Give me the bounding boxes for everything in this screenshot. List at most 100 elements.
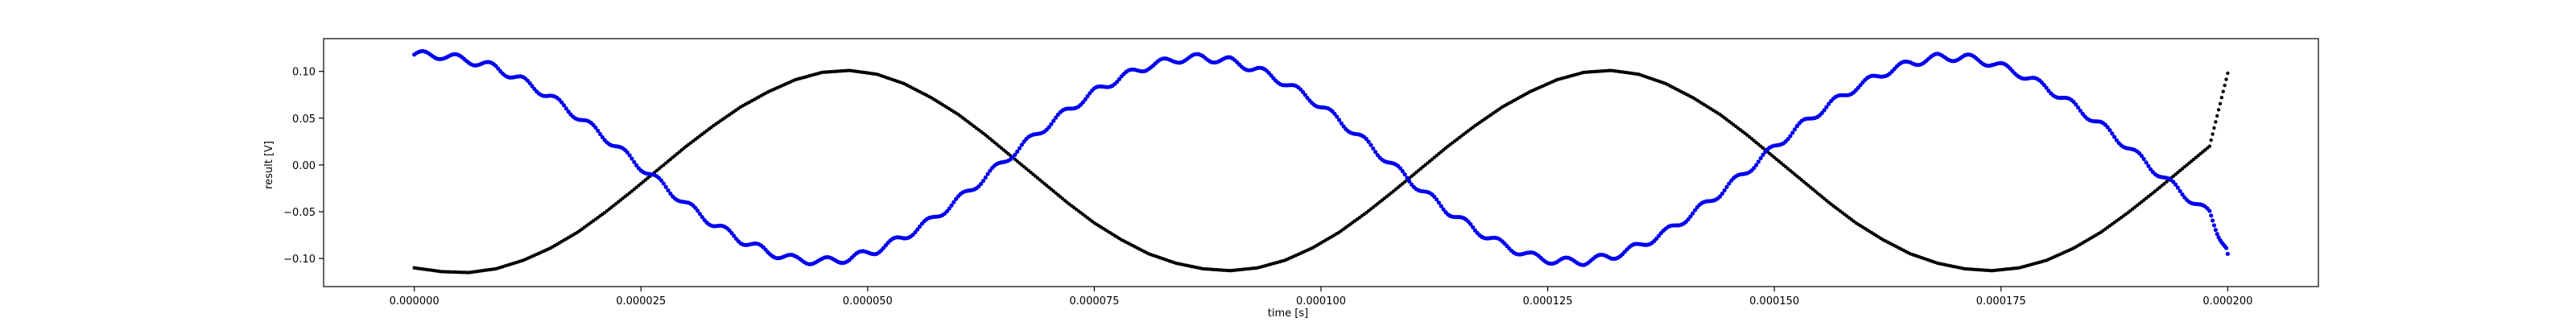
data-point <box>2215 232 2219 237</box>
x-axis: 0.000000 0.000025 0.000050 0.000075 0.000100… <box>390 287 2252 308</box>
data-point <box>1373 150 1378 155</box>
data-point <box>1046 125 1051 130</box>
data-point <box>632 159 637 164</box>
data-point <box>634 163 639 168</box>
data-point <box>596 128 601 134</box>
data-point <box>2218 101 2223 105</box>
data-point <box>1788 134 1793 138</box>
x-tick-label: 0.000150 <box>1749 295 1799 308</box>
data-point <box>527 80 532 86</box>
data-point <box>2207 208 2212 213</box>
data-point <box>2212 126 2216 130</box>
data-point <box>2213 228 2218 233</box>
data-point <box>1080 100 1085 105</box>
data-point <box>1085 94 1090 99</box>
data-point <box>630 156 634 161</box>
data-point <box>566 109 571 114</box>
data-point <box>1405 175 1410 180</box>
data-point <box>627 153 632 158</box>
data-point <box>1785 137 1790 142</box>
data-point <box>1371 146 1376 151</box>
x-axis-label: time [s] <box>1268 308 1308 320</box>
data-point <box>2180 192 2185 197</box>
data-point <box>2146 163 2151 168</box>
data-point <box>1722 188 1727 193</box>
data-point <box>2224 77 2228 81</box>
data-point <box>2219 96 2224 100</box>
data-point <box>2216 108 2221 112</box>
data-point <box>1724 184 1729 189</box>
data-point <box>2178 188 2182 193</box>
data-point <box>1053 115 1059 120</box>
data-point <box>1435 197 1439 202</box>
data-point <box>668 191 673 196</box>
data-point <box>2078 108 2083 114</box>
data-point <box>1019 142 1024 147</box>
data-point <box>2112 134 2117 139</box>
data-point <box>1686 217 1690 222</box>
data-point <box>1471 225 1476 229</box>
series-1 <box>412 48 2230 267</box>
data-point <box>2209 138 2213 142</box>
data-point <box>1339 121 1344 126</box>
data-point <box>663 184 668 189</box>
data-point <box>1790 130 1795 135</box>
data-point <box>1335 114 1340 119</box>
data-point <box>600 134 605 140</box>
data-point <box>597 131 603 137</box>
data-point <box>1015 149 1020 154</box>
data-point <box>666 188 671 193</box>
data-point <box>2207 144 2212 148</box>
data-point <box>2144 160 2149 165</box>
data-point <box>985 171 990 176</box>
data-point <box>561 103 567 108</box>
data-point <box>2107 128 2112 133</box>
data-point <box>2105 125 2110 130</box>
data-point <box>2214 120 2218 124</box>
data-point <box>1083 97 1088 102</box>
x-tick-label: 0.000025 <box>616 295 666 308</box>
data-point <box>593 125 598 130</box>
data-point <box>1400 169 1405 174</box>
data-point <box>1756 159 1761 164</box>
data-point <box>729 230 734 236</box>
data-point <box>913 229 918 235</box>
data-point <box>1336 118 1342 122</box>
data-point <box>1752 166 1757 171</box>
x-tick-label: 0.000125 <box>1523 295 1573 308</box>
x-tick-label: 0.000200 <box>2202 295 2252 308</box>
data-point <box>559 100 564 105</box>
data-point <box>1754 163 1759 167</box>
data-point <box>1368 142 1373 147</box>
y-tick-label: −0.05 <box>283 207 316 219</box>
data-point <box>988 168 993 173</box>
data-point <box>2110 131 2115 136</box>
data-point <box>1302 93 1307 97</box>
data-point <box>980 179 986 184</box>
data-point <box>983 175 988 180</box>
data-point <box>2210 218 2215 223</box>
data-point <box>1366 139 1371 144</box>
data-point <box>661 181 666 186</box>
data-point <box>1758 155 1763 161</box>
data-point <box>693 205 698 210</box>
y-tick-label: −0.10 <box>283 254 316 266</box>
data-point <box>1794 124 1799 129</box>
data-point <box>1049 122 1054 126</box>
data-point <box>2149 167 2153 171</box>
data-point <box>1017 146 1022 151</box>
data-point <box>658 178 664 183</box>
data-point <box>2139 154 2144 159</box>
data-point <box>1364 137 1368 142</box>
data-point <box>2221 89 2225 93</box>
y-tick-label: 0.05 <box>292 114 316 126</box>
data-point <box>1300 89 1306 94</box>
data-point <box>1305 95 1310 101</box>
data-point <box>2175 185 2181 190</box>
y-tick-label: 0.10 <box>292 67 316 79</box>
data-point <box>696 208 700 213</box>
data-point <box>2226 71 2230 76</box>
x-tick-label: 0.000175 <box>1976 295 2026 308</box>
data-point <box>530 84 535 89</box>
data-point <box>1792 127 1798 132</box>
